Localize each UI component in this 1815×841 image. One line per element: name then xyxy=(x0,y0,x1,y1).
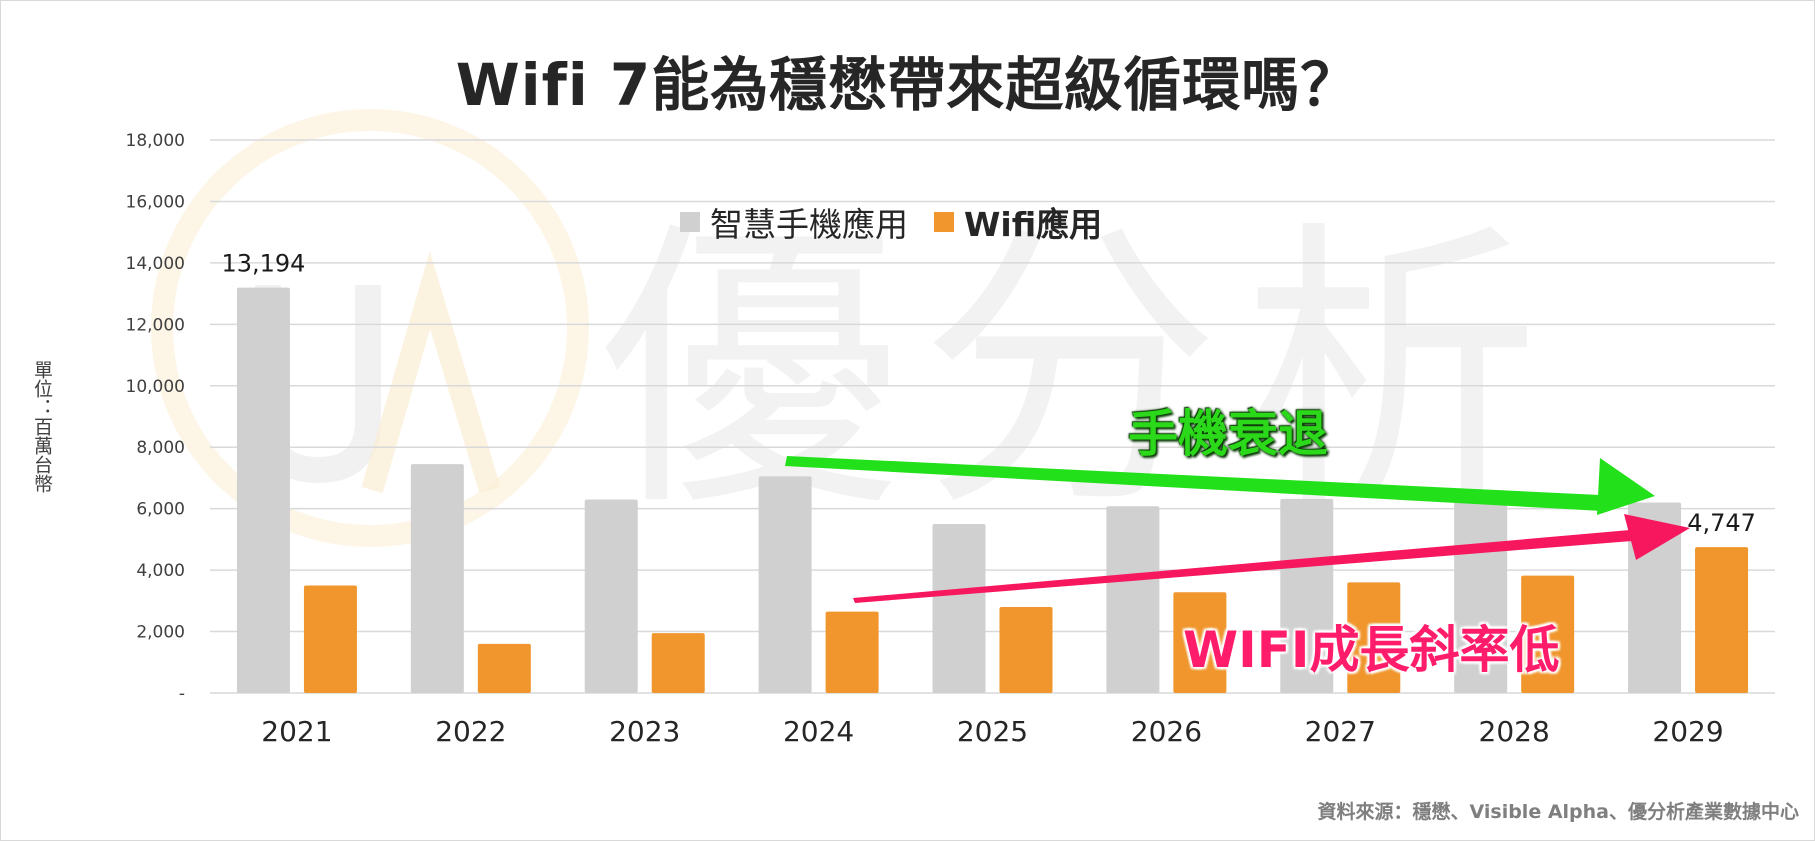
legend-swatch-phone xyxy=(680,212,700,232)
bar-phone xyxy=(1454,490,1508,693)
legend-item-phone: 智慧手機應用 xyxy=(680,198,908,246)
x-tick-label: 2028 xyxy=(1479,715,1550,748)
data-label: 13,194 xyxy=(221,250,305,278)
source-note: 資料來源：穩懋、Visible Alpha、優分析產業數據中心 xyxy=(1317,801,1800,823)
y-tick-label: - xyxy=(179,684,185,704)
x-tick-label: 2022 xyxy=(435,715,506,748)
annotation-phone-decline: 手機衰退 xyxy=(1128,405,1328,463)
y-axis: - 2,000 4,000 6,000 8,000 10,000 12,000 14,000 1… xyxy=(126,131,185,704)
bar-wifi xyxy=(1695,547,1749,693)
x-tick-label: 2029 xyxy=(1652,715,1723,748)
x-axis: 2021 2022 2023 2024 2025 2026 2027 2028 2029 xyxy=(261,715,1723,748)
unit-label: 單位：百萬台幣 xyxy=(31,360,53,493)
bar-wifi xyxy=(1347,582,1401,693)
y-tick-label: 18,000 xyxy=(126,131,185,151)
data-labels: 13,194 4,747 xyxy=(221,250,1755,538)
green-arrow xyxy=(785,456,1602,511)
bar-wifi xyxy=(651,633,705,693)
bar-phone xyxy=(410,464,464,693)
y-tick-label: 6,000 xyxy=(136,500,185,520)
pink-arrow xyxy=(853,530,1632,603)
y-tick-label: 16,000 xyxy=(126,192,185,212)
bar-phone xyxy=(1280,498,1334,693)
x-tick-label: 2025 xyxy=(957,715,1028,748)
pink-arrowhead xyxy=(1624,514,1690,560)
bar-phone xyxy=(932,524,986,693)
x-tick-label: 2021 xyxy=(261,715,332,748)
bar-phone xyxy=(1106,506,1160,693)
legend-label-wifi: Wifi應用 xyxy=(964,205,1103,244)
annotation-wifi-growth: WIFI成長斜率低 xyxy=(1183,621,1560,679)
watermark-logo xyxy=(151,109,589,547)
bar-phone xyxy=(758,476,812,693)
legend: 智慧手機應用 Wifi應用 xyxy=(680,198,1128,246)
chart-title: Wifi 7能為穩懋帶來超級循環嗎？ xyxy=(455,51,1360,119)
bar-wifi xyxy=(303,585,357,693)
x-tick-label: 2026 xyxy=(1131,715,1202,748)
x-tick-label: 2023 xyxy=(609,715,680,748)
bar-phone xyxy=(236,287,290,693)
bar-phone xyxy=(584,499,638,693)
bar-wifi xyxy=(999,606,1053,693)
legend-label-phone: 智慧手機應用 xyxy=(710,205,908,244)
bar-wifi xyxy=(1173,592,1227,693)
y-tick-label: 2,000 xyxy=(136,623,185,643)
y-tick-label: 8,000 xyxy=(136,438,185,458)
y-tick-label: 14,000 xyxy=(126,254,185,274)
y-tick-label: 12,000 xyxy=(126,315,185,335)
bar-wifi xyxy=(1521,575,1575,693)
x-tick-label: 2027 xyxy=(1305,715,1376,748)
x-tick-label: 2024 xyxy=(783,715,854,748)
data-label: 4,747 xyxy=(1687,509,1756,537)
y-tick-label: 10,000 xyxy=(126,377,185,397)
gridlines xyxy=(210,139,1775,694)
bar-wifi xyxy=(825,611,879,693)
trend-arrows xyxy=(785,456,1690,603)
legend-item-wifi: Wifi應用 xyxy=(934,198,1102,246)
green-arrowhead xyxy=(1597,458,1655,515)
bars xyxy=(236,287,1749,693)
y-tick-label: 4,000 xyxy=(136,561,185,581)
legend-swatch-wifi xyxy=(934,212,954,232)
bar-wifi xyxy=(477,643,531,693)
